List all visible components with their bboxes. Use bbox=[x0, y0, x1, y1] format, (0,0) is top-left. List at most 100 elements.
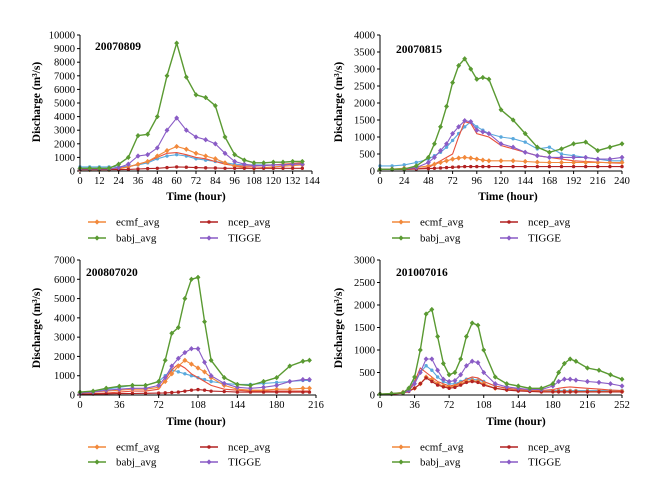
series-tigge bbox=[377, 117, 625, 173]
x-tick-label: 36 bbox=[133, 176, 144, 187]
x-tick-label: 108 bbox=[476, 400, 492, 411]
x-tick-label: 216 bbox=[308, 400, 324, 411]
y-tick-label: 10000 bbox=[49, 31, 75, 42]
data-point bbox=[306, 385, 312, 392]
legend-marker bbox=[398, 235, 404, 241]
data-point bbox=[193, 134, 199, 140]
legend-item-babj_avg: babj_avg bbox=[392, 233, 461, 245]
y-tick-label: 1000 bbox=[54, 153, 75, 164]
legend-label: ncep_avg bbox=[528, 217, 571, 229]
data-point bbox=[143, 391, 148, 395]
data-point bbox=[164, 147, 170, 154]
x-tick-label: 144 bbox=[517, 176, 534, 187]
data-point bbox=[223, 166, 227, 170]
series-babj_avg bbox=[77, 40, 305, 172]
data-point bbox=[510, 144, 516, 150]
data-point bbox=[493, 386, 497, 390]
data-point bbox=[453, 385, 457, 390]
data-point bbox=[607, 371, 614, 378]
data-point bbox=[195, 345, 201, 352]
y-tick-label: 5000 bbox=[54, 294, 75, 305]
legend-marker bbox=[94, 235, 100, 241]
x-tick-label: 132 bbox=[285, 176, 301, 187]
series-group bbox=[77, 40, 305, 173]
data-point bbox=[562, 390, 567, 394]
data-point bbox=[242, 166, 247, 170]
data-point bbox=[481, 369, 487, 376]
data-point bbox=[450, 156, 456, 162]
data-point bbox=[261, 390, 266, 394]
x-tick-label: 192 bbox=[566, 176, 582, 187]
data-point bbox=[481, 347, 487, 353]
chart-panel-200807020: Discharge (m³/s) Time (hour) 200807020 0… bbox=[31, 256, 324, 429]
data-point bbox=[444, 165, 449, 170]
x-tick-label: 0 bbox=[77, 176, 82, 187]
data-point bbox=[595, 156, 601, 162]
series-line bbox=[80, 40, 303, 170]
data-point bbox=[280, 159, 286, 165]
data-point bbox=[156, 378, 162, 385]
data-point bbox=[561, 360, 567, 367]
x-tick-label: 120 bbox=[265, 176, 281, 187]
data-point bbox=[417, 369, 423, 376]
data-point bbox=[476, 380, 480, 385]
data-point bbox=[183, 74, 189, 80]
data-point bbox=[271, 166, 276, 170]
data-point bbox=[156, 391, 161, 395]
data-point bbox=[208, 357, 214, 364]
legend-marker bbox=[398, 459, 404, 465]
data-point bbox=[438, 166, 443, 170]
data-point bbox=[175, 324, 181, 331]
data-point bbox=[213, 166, 218, 170]
data-point bbox=[468, 118, 474, 125]
x-ticks: 0 24 48 72 96 120 144 168 192 216 240 bbox=[377, 171, 630, 187]
legend-marker bbox=[506, 235, 512, 241]
data-point bbox=[462, 117, 468, 124]
data-point bbox=[480, 74, 486, 81]
data-point bbox=[515, 383, 521, 389]
data-point bbox=[527, 385, 533, 392]
data-point bbox=[126, 167, 131, 172]
data-point bbox=[510, 117, 516, 123]
data-point bbox=[145, 158, 151, 165]
data-point bbox=[274, 390, 279, 394]
x-tick-label: 48 bbox=[423, 176, 434, 187]
data-point bbox=[306, 376, 312, 383]
data-point bbox=[523, 140, 527, 144]
data-point bbox=[596, 367, 602, 374]
data-point bbox=[597, 390, 601, 394]
data-point bbox=[202, 359, 208, 365]
series-group bbox=[77, 274, 312, 396]
chart-panel-20070815: Discharge (m³/s) Time (hour) 20070815 0 5… bbox=[333, 31, 630, 204]
data-point bbox=[558, 146, 565, 152]
legend-bottom: ecmf_avg ncep_avg babj_avg TIGGE ecmf_avg nce… bbox=[88, 442, 571, 469]
data-point bbox=[169, 330, 175, 337]
data-point bbox=[222, 389, 226, 394]
series-ncep_avg bbox=[378, 376, 624, 396]
data-point bbox=[456, 62, 462, 69]
data-point bbox=[511, 164, 515, 169]
legend-item-tigge: TIGGE bbox=[500, 457, 561, 469]
data-point bbox=[414, 160, 418, 165]
data-point bbox=[462, 56, 468, 62]
data-point bbox=[567, 376, 573, 383]
legend-block: ecmf_avg ncep_avg babj_avg TIGGE bbox=[392, 217, 571, 245]
data-point bbox=[558, 159, 565, 166]
legend-item-babj_avg: babj_avg bbox=[392, 457, 461, 469]
data-point bbox=[164, 127, 170, 133]
legend-item-babj_avg: babj_avg bbox=[88, 233, 157, 245]
data-point bbox=[608, 164, 612, 169]
series-babj_avg bbox=[377, 56, 625, 173]
data-point bbox=[129, 385, 135, 392]
data-point bbox=[456, 124, 462, 130]
data-point bbox=[522, 158, 528, 165]
data-point bbox=[281, 166, 285, 170]
data-point bbox=[182, 295, 188, 302]
data-point bbox=[154, 145, 160, 151]
data-point bbox=[390, 164, 394, 168]
data-point bbox=[510, 158, 516, 164]
data-point bbox=[117, 391, 122, 396]
data-point bbox=[194, 165, 198, 170]
data-point bbox=[154, 113, 160, 120]
data-point bbox=[222, 160, 228, 166]
